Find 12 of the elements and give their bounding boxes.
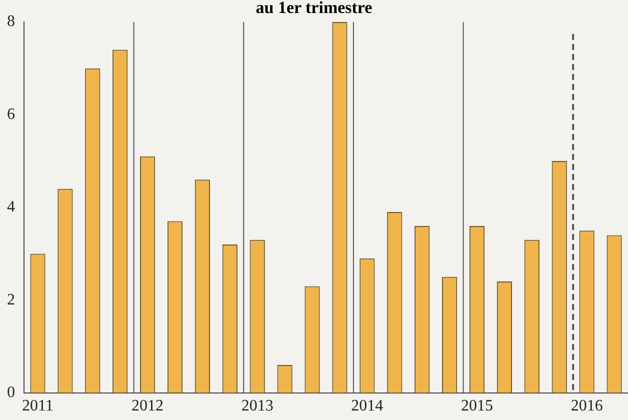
x-tick-label: 2016 <box>570 398 603 415</box>
x-tick-label: 2015 <box>461 398 493 415</box>
y-tick-label: 6 <box>7 106 15 123</box>
y-tick-label: 0 <box>7 384 15 402</box>
x-tick-label: 2012 <box>132 398 164 415</box>
chart-title: au 1er trimestre <box>256 0 372 17</box>
y-tick-label: 2 <box>7 291 15 308</box>
x-tick-label: 2013 <box>241 398 274 415</box>
y-tick-label: 8 <box>7 13 15 30</box>
x-tick-label: 2011 <box>22 398 54 415</box>
y-tick-label: 4 <box>7 198 15 216</box>
x-tick-label: 2014 <box>351 398 384 415</box>
